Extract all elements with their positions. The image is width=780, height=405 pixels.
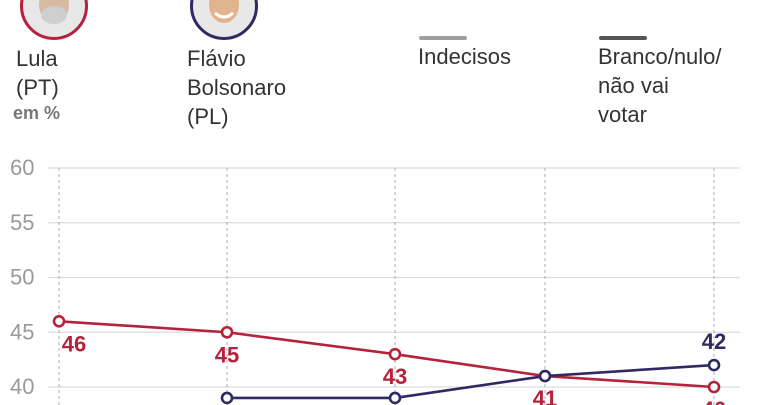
legend-swatch-indecisos bbox=[419, 36, 467, 40]
data-labels: 46 45 43 41 40 42 bbox=[62, 329, 726, 405]
series-0-point-2 bbox=[388, 347, 402, 361]
series-0-point-0 bbox=[52, 314, 66, 328]
legend-label-indecisos: Indecisos bbox=[418, 44, 511, 69]
series-1-point-3 bbox=[538, 369, 552, 383]
series-points bbox=[52, 314, 721, 405]
y-tick-label-50: 50 bbox=[10, 265, 34, 290]
series-0-data-label-3: 41 bbox=[533, 386, 557, 405]
series-line-1 bbox=[227, 363, 715, 400]
series-0-data-label-2: 43 bbox=[383, 364, 407, 389]
legend-label-flavio: Flávio Bolsonaro (PL) bbox=[187, 46, 287, 129]
legend-label-branco-nulo: Branco/nulo/ não vai votar bbox=[598, 44, 722, 127]
chart-grid bbox=[48, 167, 740, 405]
y-tick-label-45: 45 bbox=[10, 319, 34, 344]
y-tick-label-40: 40 bbox=[10, 374, 34, 399]
series-0-data-label-4: 40 bbox=[702, 397, 726, 405]
lula-photo-avatar bbox=[20, 0, 88, 40]
y-axis-ticks: 40 45 50 55 60 bbox=[10, 155, 34, 399]
series-0-point-1 bbox=[220, 325, 234, 339]
series-1-point-2 bbox=[388, 391, 402, 405]
y-tick-label-55: 55 bbox=[10, 210, 34, 235]
y-tick-label-60: 60 bbox=[10, 155, 34, 180]
unit-label: em % bbox=[13, 103, 61, 123]
legend-swatch-branco-nulo bbox=[599, 36, 647, 40]
legend-label-lula: Lula (PT) bbox=[16, 46, 59, 100]
series-0-data-label-0: 46 bbox=[62, 331, 86, 356]
series-1-point-4 bbox=[707, 358, 721, 372]
series-1-data-label-4: 42 bbox=[702, 329, 726, 354]
series-0-data-label-1: 45 bbox=[215, 342, 239, 367]
series-1-point-1 bbox=[220, 391, 234, 405]
series-0-point-4 bbox=[707, 380, 721, 394]
